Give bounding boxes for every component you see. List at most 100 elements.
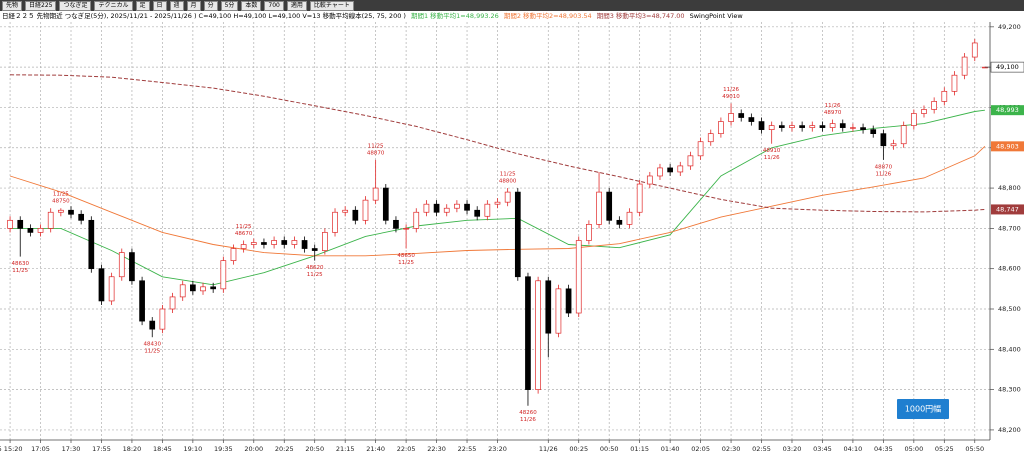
candle-body bbox=[17, 219, 24, 229]
swing-label: 48970 bbox=[824, 110, 842, 116]
candle-body bbox=[504, 191, 511, 203]
toolbar-button[interactable]: 日 bbox=[152, 0, 167, 11]
swing-label: 48430 bbox=[143, 342, 161, 348]
candle-body bbox=[27, 228, 34, 233]
toolbar-button[interactable]: 700 bbox=[264, 0, 284, 11]
swing-label: 11/25 bbox=[368, 143, 384, 149]
x-tick-label: 22:55 bbox=[458, 445, 477, 453]
current-price-label: 49,100 bbox=[996, 63, 1019, 71]
candle-body bbox=[403, 228, 409, 230]
toolbar-button[interactable]: 比較チャート bbox=[309, 0, 354, 11]
candle-body bbox=[454, 203, 460, 209]
candle-body bbox=[525, 276, 531, 390]
candle-body bbox=[880, 133, 887, 147]
x-tick-label: 05:00 bbox=[904, 445, 923, 453]
candle-body bbox=[301, 240, 308, 249]
candle-body bbox=[47, 211, 54, 229]
swing-label: 48670 bbox=[235, 231, 253, 237]
candle-body bbox=[697, 141, 704, 157]
candle-body bbox=[646, 175, 653, 185]
ma-value-box bbox=[991, 105, 1024, 116]
candle-body bbox=[393, 219, 399, 229]
candle-body bbox=[220, 260, 227, 290]
x-tick-label: 20:00 bbox=[244, 445, 263, 453]
x-tick-label: 23:20 bbox=[488, 445, 507, 453]
x-tick-label: 02:55 bbox=[752, 445, 771, 453]
x-tick-label: 5 15:20 bbox=[0, 445, 23, 453]
y-tick-label: 48,300 bbox=[998, 386, 1021, 394]
candle-body bbox=[921, 109, 927, 114]
ma-value-label: 48,903 bbox=[996, 142, 1019, 150]
candle-body bbox=[910, 113, 917, 126]
candle-body bbox=[37, 228, 44, 233]
candle-body bbox=[829, 123, 836, 128]
x-tick-label: 19:10 bbox=[183, 445, 202, 453]
toolbar-button[interactable]: 足 bbox=[135, 0, 150, 11]
swing-label: 11/25 bbox=[500, 172, 516, 178]
toolbar-button[interactable]: 月 bbox=[186, 0, 201, 11]
x-tick-label: 19:35 bbox=[214, 445, 233, 453]
ma-value-box bbox=[991, 204, 1024, 215]
info-line: 日経２２５ 先物期近 つなぎ足(5分), 2025/11/21 - 2025/1… bbox=[2, 11, 748, 22]
toolbar-button[interactable]: 分 bbox=[203, 0, 218, 11]
toolbar-button[interactable]: テクニカル bbox=[94, 0, 133, 11]
candle-body bbox=[728, 113, 734, 122]
candle-body bbox=[352, 209, 359, 221]
swing-label: 48260 bbox=[519, 410, 537, 416]
candle-body bbox=[413, 211, 420, 229]
candle-body bbox=[108, 276, 115, 302]
candle-body bbox=[190, 284, 196, 292]
candle-body bbox=[606, 191, 613, 221]
x-tick-label: 01:40 bbox=[661, 445, 680, 453]
candle-body bbox=[586, 223, 592, 241]
toolbar: 先物 日経225 つなぎ足 テクニカル足日週月分 5分 本数 700 適用 比較チャート bbox=[0, 0, 1024, 11]
candle-body bbox=[291, 240, 298, 245]
toolbar-button[interactable]: つなぎ足 bbox=[59, 0, 92, 11]
toolbar-button[interactable]: 5分 bbox=[220, 0, 239, 11]
x-tick-label: 11/26 bbox=[539, 445, 558, 453]
swing-label: 11/26 bbox=[764, 155, 780, 161]
candle-body bbox=[474, 209, 481, 217]
candle-body bbox=[464, 203, 470, 211]
candle-body bbox=[88, 219, 95, 270]
swing-label: 48650 bbox=[397, 253, 415, 259]
candle-body bbox=[281, 240, 288, 245]
x-tick-label: 02:30 bbox=[722, 445, 741, 453]
candle-body bbox=[971, 42, 978, 58]
swing-label: 49010 bbox=[722, 94, 740, 100]
y-tick-label: 48,800 bbox=[998, 184, 1021, 192]
toolbar-button[interactable]: 適用 bbox=[286, 0, 307, 11]
candle-body bbox=[179, 284, 186, 298]
candle-body bbox=[433, 203, 440, 213]
candle-body bbox=[159, 308, 166, 330]
candle-body bbox=[210, 286, 217, 290]
x-tick-label: 18:45 bbox=[153, 445, 172, 453]
x-tick-label: 17:05 bbox=[31, 445, 50, 453]
candle-body bbox=[514, 191, 521, 278]
swing-label: 48620 bbox=[306, 265, 324, 271]
toolbar-button[interactable]: 日経225 bbox=[25, 0, 57, 11]
candle-body bbox=[961, 56, 968, 76]
candle-body bbox=[565, 288, 572, 314]
swing-label: 11/26 bbox=[723, 87, 739, 93]
x-tick-label: 00:50 bbox=[600, 445, 619, 453]
y-tick-label: 48,600 bbox=[998, 265, 1021, 273]
candle-body bbox=[58, 209, 64, 213]
y-tick-label: 49,200 bbox=[998, 23, 1021, 31]
x-tick-label: 03:45 bbox=[813, 445, 832, 453]
candle-body bbox=[575, 240, 582, 314]
toolbar-button[interactable]: 本数 bbox=[241, 0, 262, 11]
candle-body bbox=[98, 268, 105, 302]
x-tick-label: 03:20 bbox=[783, 445, 802, 453]
toolbar-button[interactable]: 先物 bbox=[2, 0, 23, 11]
legend-entry: 期間2 移動平均2=48,903.54 bbox=[503, 12, 592, 20]
x-tick-label: 04:10 bbox=[844, 445, 863, 453]
x-tick-label: 17:30 bbox=[62, 445, 81, 453]
candle-body bbox=[951, 74, 958, 92]
candle-body bbox=[596, 191, 602, 225]
candle-body bbox=[931, 101, 937, 110]
toolbar-button[interactable]: 週 bbox=[169, 0, 184, 11]
ma-value-box bbox=[991, 141, 1024, 152]
swing-label: 11/25 bbox=[398, 260, 414, 266]
